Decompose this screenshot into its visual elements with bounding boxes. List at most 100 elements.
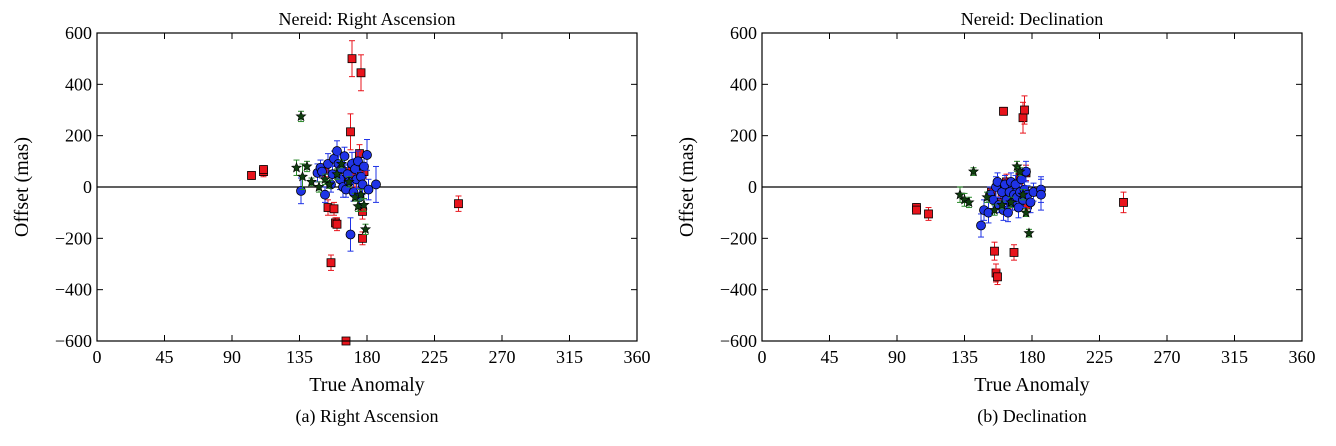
- data-point-star: [290, 161, 303, 173]
- data-point-square: [1018, 113, 1028, 123]
- y-axis-label: Offset (mas): [676, 137, 698, 237]
- chart-title: Nereid: Declination: [961, 9, 1103, 29]
- y-tick-label: −600: [55, 331, 92, 351]
- x-tick-label: 180: [1019, 347, 1046, 367]
- data-point-square: [346, 127, 355, 137]
- x-tick-label: 180: [354, 347, 381, 367]
- y-tick-label: 600: [65, 23, 92, 43]
- data-point-circle: [362, 150, 372, 160]
- x-tick-label: 135: [286, 347, 313, 367]
- y-tick-label: 400: [730, 74, 757, 94]
- data-point-square: [924, 209, 933, 219]
- data-point-star: [355, 188, 367, 200]
- x-tick-label: 360: [1289, 347, 1316, 367]
- data-point-star: [1017, 188, 1029, 200]
- x-tick-label: 315: [556, 347, 583, 367]
- x-axis-label: True Anomaly: [309, 374, 424, 396]
- data-point-square: [356, 68, 366, 78]
- x-tick-label: 90: [888, 347, 906, 367]
- data-point-circle: [1003, 207, 1013, 218]
- data-point-circle: [359, 161, 369, 172]
- y-tick-label: −400: [720, 280, 757, 300]
- data-point-star: [295, 110, 307, 122]
- data-point-star: [988, 204, 1001, 215]
- data-point-star: [963, 196, 975, 208]
- data-point-star: [323, 178, 336, 190]
- data-point-star: [981, 191, 993, 202]
- data-point-square: [912, 205, 921, 215]
- data-point-star: [301, 160, 313, 172]
- caption-b: (b) Declination: [977, 406, 1087, 426]
- y-tick-label: 0: [83, 177, 92, 197]
- y-tick-label: 200: [65, 126, 92, 146]
- plot-frame: [96, 32, 638, 342]
- data-point-star: [358, 199, 370, 210]
- data-point-circle: [332, 146, 342, 156]
- data-point-star: [359, 223, 372, 235]
- y-tick-label: 400: [65, 74, 92, 94]
- data-point-square: [454, 199, 463, 209]
- data-point-square: [247, 171, 256, 180]
- data-point-square: [347, 54, 357, 64]
- x-tick-label: 225: [1086, 347, 1113, 367]
- x-tick-label: 270: [489, 347, 516, 367]
- data-point-square: [332, 219, 342, 229]
- plot-frame: [761, 32, 1303, 342]
- data-point-star: [967, 165, 980, 177]
- data-point-square: [1009, 248, 1019, 257]
- y-tick-label: −200: [55, 228, 92, 248]
- data-point-circle: [1025, 197, 1036, 208]
- data-point-square: [326, 258, 336, 268]
- data-point-star: [305, 176, 318, 187]
- data-point-star: [1014, 165, 1026, 177]
- data-point-star: [996, 199, 1008, 210]
- data-point-circle: [339, 151, 350, 162]
- data-point-star: [319, 173, 331, 185]
- data-point-star: [1005, 196, 1017, 208]
- x-axis-label: True Anomaly: [974, 374, 1089, 396]
- x-tick-label: 270: [1154, 347, 1181, 367]
- y-tick-label: −400: [55, 280, 92, 300]
- x-tick-label: 315: [1221, 347, 1248, 367]
- data-point-star: [1011, 160, 1023, 172]
- chart-right-ascension: Nereid: Right Ascension True Anomaly Off…: [11, 9, 651, 396]
- data-point-circle: [296, 185, 306, 196]
- data-point-star: [1020, 206, 1032, 218]
- data-point-square: [990, 246, 999, 256]
- data-point-circle: [1036, 189, 1046, 200]
- data-point-star: [1023, 227, 1035, 238]
- chart-title: Nereid: Right Ascension: [279, 9, 456, 29]
- x-tick-label: 135: [951, 347, 978, 367]
- data-point-square: [999, 106, 1008, 116]
- data-point-circle: [345, 229, 356, 240]
- x-tick-label: 0: [758, 347, 767, 367]
- y-axis-label: Offset (mas): [11, 137, 33, 237]
- data-point-square: [259, 165, 268, 174]
- data-point-circle: [976, 220, 986, 231]
- x-tick-label: 225: [421, 347, 448, 367]
- x-tick-label: 360: [624, 347, 651, 367]
- data-point-star: [335, 158, 348, 169]
- y-tick-label: 0: [748, 177, 757, 197]
- caption-a: (a) Right Ascension: [295, 406, 439, 426]
- y-tick-label: −200: [720, 228, 757, 248]
- y-tick-label: −600: [720, 331, 757, 351]
- data-point-star: [343, 176, 355, 187]
- data-point-square: [358, 233, 367, 243]
- data-point-circle: [371, 179, 381, 190]
- data-point-square: [1119, 197, 1128, 207]
- data-point-square: [329, 204, 339, 214]
- y-tick-label: 200: [730, 126, 757, 146]
- data-point-square: [993, 272, 1002, 282]
- data-point-star: [313, 181, 325, 192]
- data-point-star: [296, 170, 309, 182]
- x-tick-label: 45: [156, 347, 174, 367]
- data-point-square: [1020, 105, 1029, 115]
- x-tick-label: 45: [821, 347, 839, 367]
- data-point-star: [958, 194, 971, 205]
- chart-declination: Nereid: Declination True Anomaly Offset …: [676, 9, 1316, 396]
- x-tick-label: 90: [223, 347, 241, 367]
- data-point-circle: [320, 189, 330, 200]
- data-point-star: [331, 168, 343, 179]
